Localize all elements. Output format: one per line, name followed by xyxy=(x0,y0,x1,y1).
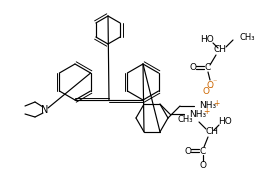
Text: C: C xyxy=(200,146,206,156)
Text: C: C xyxy=(205,64,211,72)
Text: CH: CH xyxy=(205,128,219,136)
Text: CH₃: CH₃ xyxy=(239,33,254,43)
Text: +: + xyxy=(203,107,209,116)
Text: CH₃: CH₃ xyxy=(177,116,193,124)
Text: NH₃: NH₃ xyxy=(189,110,206,119)
Text: NH₃: NH₃ xyxy=(199,102,217,110)
Text: +: + xyxy=(213,99,219,107)
Text: HO: HO xyxy=(200,36,214,44)
Text: O: O xyxy=(199,160,206,170)
Text: O: O xyxy=(189,64,196,72)
Text: HO: HO xyxy=(218,117,232,127)
Text: N: N xyxy=(41,105,49,115)
Text: O: O xyxy=(203,88,210,96)
Text: O: O xyxy=(206,80,214,89)
Text: ⁻: ⁻ xyxy=(209,85,213,93)
Text: CH: CH xyxy=(214,46,227,54)
Text: ⁻: ⁻ xyxy=(213,78,217,86)
Text: O: O xyxy=(184,146,192,156)
